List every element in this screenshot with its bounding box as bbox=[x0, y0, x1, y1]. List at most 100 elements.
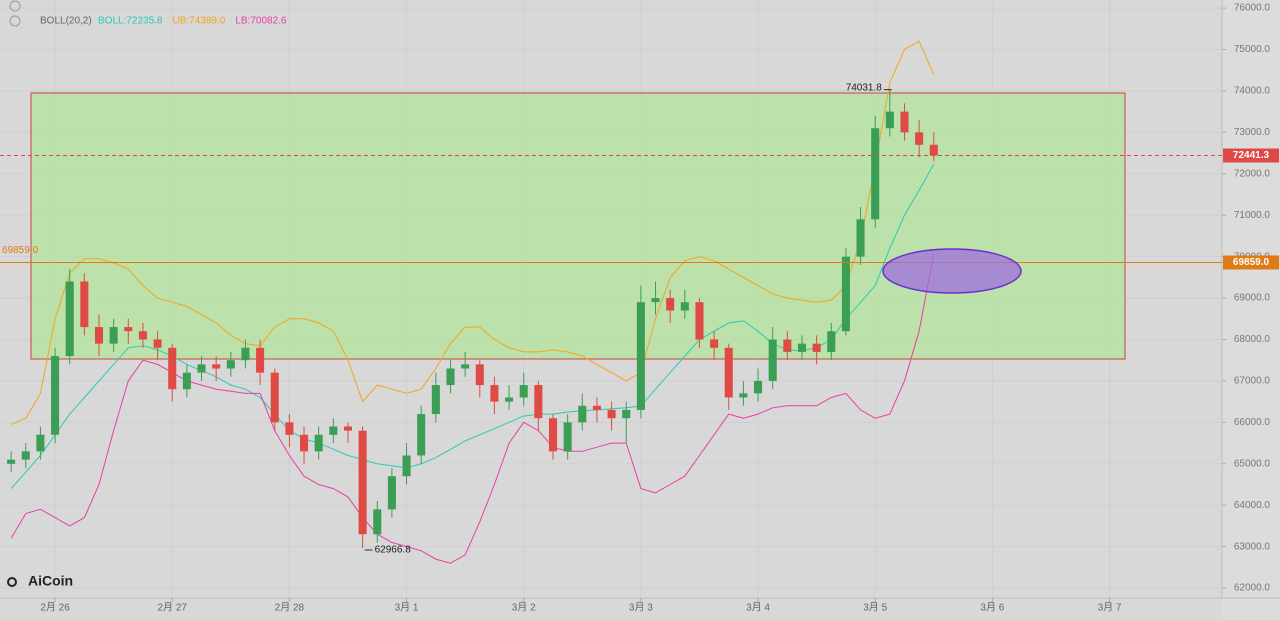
plot bbox=[0, 40, 1222, 564]
band-line bbox=[10, 163, 935, 489]
logo-text: AiCoin bbox=[28, 573, 73, 589]
candle-body bbox=[153, 339, 162, 348]
legend-entry: UB:74389.0 bbox=[173, 16, 226, 27]
y-tick-label: 62000.0 bbox=[1234, 583, 1271, 594]
candle-body bbox=[300, 434, 309, 452]
candle-body bbox=[563, 422, 572, 452]
logo-icon bbox=[7, 577, 17, 587]
candle-body bbox=[548, 418, 558, 452]
band-line bbox=[10, 253, 935, 564]
y-tick-label: 69000.0 bbox=[1234, 293, 1271, 304]
candle-body bbox=[7, 459, 16, 464]
candle-body bbox=[885, 111, 894, 129]
x-tick-label: 3月 2 bbox=[512, 602, 536, 614]
y-tick-label: 71000.0 bbox=[1234, 210, 1271, 221]
candle-body bbox=[138, 331, 147, 340]
y-tick-label: 68000.0 bbox=[1234, 334, 1271, 345]
candle-body bbox=[754, 380, 763, 394]
y-tick-label: 63000.0 bbox=[1234, 541, 1271, 552]
x-tick-label: 3月 3 bbox=[629, 602, 653, 614]
candle-body bbox=[417, 414, 426, 456]
x-tick-label: 3月 6 bbox=[980, 602, 1004, 614]
candle-body bbox=[343, 426, 352, 431]
x-tick-label: 3月 4 bbox=[746, 602, 770, 614]
candle-body bbox=[358, 430, 367, 535]
price-tag bbox=[1223, 148, 1279, 163]
high-label: 74031.8 bbox=[846, 82, 883, 93]
x-tick-label: 2月 27 bbox=[157, 602, 187, 614]
candle-body bbox=[446, 368, 455, 386]
candle-body bbox=[519, 385, 528, 398]
candle-body bbox=[168, 347, 177, 390]
y-tick-label: 66000.0 bbox=[1234, 417, 1271, 428]
candle-body bbox=[65, 281, 74, 357]
y-tick-label: 76000.0 bbox=[1234, 3, 1271, 14]
low-label: 62966.8 bbox=[375, 545, 412, 556]
candle-body bbox=[797, 343, 807, 352]
candle-body bbox=[36, 434, 45, 452]
x-tick-label: 3月 5 bbox=[863, 602, 887, 614]
candle-body bbox=[212, 364, 221, 369]
candle-body bbox=[841, 256, 850, 332]
y-tick-label: 75000.0 bbox=[1234, 44, 1271, 55]
price-line-label: 69859.0 bbox=[2, 245, 39, 256]
candle-body bbox=[21, 451, 30, 460]
y-axis-panel bbox=[1222, 0, 1280, 620]
candle-body bbox=[768, 339, 777, 381]
candle-body bbox=[387, 476, 396, 510]
candle-body bbox=[124, 327, 133, 332]
candle-body bbox=[827, 331, 836, 352]
candle-body bbox=[739, 393, 748, 398]
candle-body bbox=[812, 343, 821, 352]
y-tick-label: 65000.0 bbox=[1234, 458, 1271, 469]
candle-body bbox=[373, 509, 382, 535]
candle-body bbox=[80, 281, 89, 328]
candle-body bbox=[695, 302, 704, 340]
candle-body bbox=[929, 144, 938, 156]
candle-body bbox=[578, 405, 587, 423]
candle-body bbox=[900, 111, 909, 133]
candle-body bbox=[285, 422, 294, 435]
logo: AiCoin bbox=[7, 573, 73, 589]
legend-entry: LB:70082.6 bbox=[235, 16, 287, 27]
candle-body bbox=[680, 302, 689, 311]
candle-body bbox=[666, 298, 675, 311]
candle-body bbox=[402, 455, 411, 477]
icon-collapse[interactable] bbox=[9, 15, 21, 27]
icon-arrow[interactable] bbox=[9, 0, 21, 12]
y-tick-label: 73000.0 bbox=[1234, 127, 1271, 138]
candle-body bbox=[197, 364, 206, 373]
candle-body bbox=[915, 132, 924, 145]
range-box bbox=[30, 92, 1126, 360]
x-tick-label: 3月 7 bbox=[1098, 602, 1122, 614]
candle-body bbox=[314, 434, 323, 452]
band-line bbox=[10, 40, 935, 425]
candle-body bbox=[241, 347, 250, 361]
price-tag bbox=[1223, 255, 1279, 270]
candle-body bbox=[710, 339, 719, 348]
candle-body bbox=[226, 360, 235, 369]
candle-body bbox=[724, 347, 733, 398]
candle-body bbox=[461, 364, 470, 369]
candle-body bbox=[51, 356, 60, 435]
candle-body bbox=[490, 385, 499, 402]
candle-body bbox=[505, 397, 514, 402]
highlight-ellipse bbox=[882, 248, 1022, 294]
y-tick-label: 74000.0 bbox=[1234, 86, 1271, 97]
candle-body bbox=[431, 385, 440, 415]
x-tick-label: 2月 28 bbox=[275, 602, 305, 614]
candle-body bbox=[329, 426, 338, 435]
candle-body bbox=[256, 347, 265, 373]
candle-body bbox=[592, 405, 601, 410]
candle-body bbox=[109, 327, 118, 344]
candle-body bbox=[182, 372, 191, 390]
candle-body bbox=[636, 302, 645, 410]
candle-body bbox=[475, 364, 484, 386]
candle-body bbox=[871, 128, 880, 220]
price-tag-label: 72441.3 bbox=[1233, 150, 1270, 161]
candle-body bbox=[607, 409, 616, 419]
candle-body bbox=[783, 339, 792, 352]
x-tick-label: 3月 1 bbox=[395, 602, 419, 614]
legend-entry: BOLL:72235.8 bbox=[98, 16, 163, 27]
